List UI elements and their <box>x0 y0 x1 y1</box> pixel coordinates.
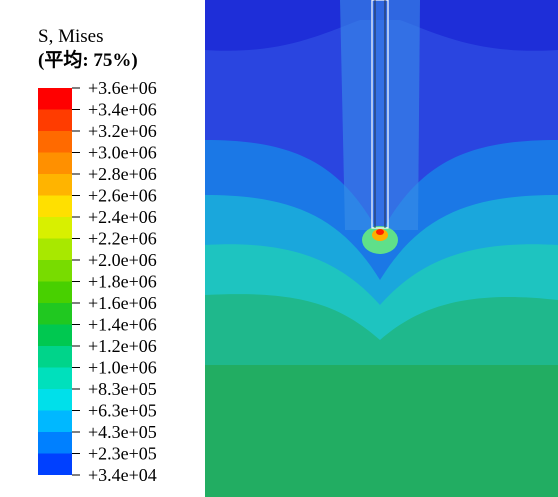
band-green <box>205 360 558 497</box>
legend-swatch <box>38 174 72 196</box>
legend-label: +2.2e+06 <box>88 229 157 249</box>
legend-label: +3.0e+06 <box>88 143 157 163</box>
pile-zone <box>340 0 420 230</box>
legend-label: +2.6e+06 <box>88 186 157 206</box>
legend-swatch <box>38 303 72 325</box>
legend-label: +2.3e+05 <box>88 444 157 464</box>
legend-swatch <box>38 131 72 153</box>
legend-swatch <box>38 389 72 411</box>
legend-label: +2.8e+06 <box>88 164 157 184</box>
field <box>205 0 558 497</box>
legend-swatch <box>38 109 72 131</box>
legend-label: +6.3e+05 <box>88 401 157 421</box>
legend-label: +3.6e+06 <box>88 78 157 98</box>
legend-label: +1.4e+06 <box>88 315 157 335</box>
legend-label: +3.4e+06 <box>88 100 157 120</box>
legend-label: +1.6e+06 <box>88 293 157 313</box>
legend-swatch <box>38 432 72 454</box>
legend-swatch <box>38 346 72 368</box>
legend-label: +3.2e+06 <box>88 121 157 141</box>
legend-swatch <box>38 324 72 346</box>
legend-label: +2.0e+06 <box>88 250 157 270</box>
band-blue <box>205 135 558 280</box>
legend-label: +1.8e+06 <box>88 272 157 292</box>
legend-label: +3.4e+04 <box>88 465 157 485</box>
legend-label: +2.4e+06 <box>88 207 157 227</box>
legend-swatch <box>38 453 72 475</box>
band-teal <box>205 289 558 365</box>
legend-swatch <box>38 217 72 239</box>
legend-label: +1.0e+06 <box>88 358 157 378</box>
legend-title: S, Mises <box>38 26 103 47</box>
legend: +3.6e+06+3.4e+06+3.2e+06+3.0e+06+2.8e+06… <box>38 78 157 485</box>
legend-label: +1.2e+06 <box>88 336 157 356</box>
band-lightblue <box>205 190 558 305</box>
band-cyan <box>205 239 558 340</box>
legend-label: +8.3e+05 <box>88 379 157 399</box>
legend-swatch <box>38 152 72 174</box>
band-top <box>205 0 558 51</box>
legend-subtitle: (平均: 75%) <box>38 48 138 71</box>
legend-swatch <box>38 260 72 282</box>
legend-swatch <box>38 238 72 260</box>
pile-outline <box>371 0 389 229</box>
legend-swatch <box>38 410 72 432</box>
legend-swatch <box>38 195 72 217</box>
legend-swatch <box>38 367 72 389</box>
legend-label: +4.3e+05 <box>88 422 157 442</box>
legend-swatch <box>38 281 72 303</box>
legend-swatch <box>38 88 72 110</box>
hotspot-core <box>376 229 384 235</box>
